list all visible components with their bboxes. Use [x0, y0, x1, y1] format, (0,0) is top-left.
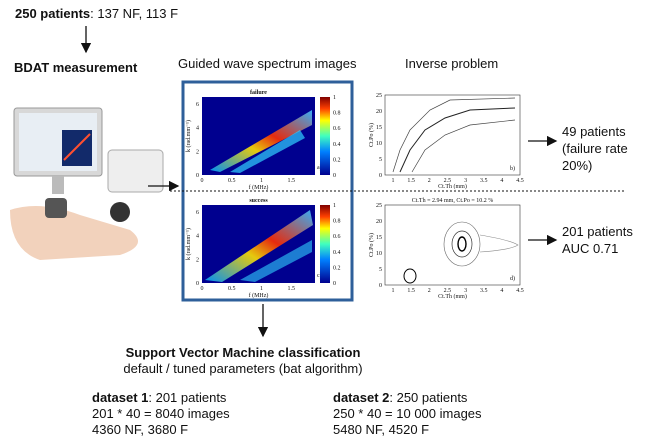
header: 250 patients: 137 NF, 113 F [15, 6, 178, 21]
inverse-plot [385, 95, 520, 175]
colorbar-tick-label: 0.8 [333, 111, 341, 117]
colorbar [320, 205, 330, 283]
x-tick-label: 1.5 [287, 286, 295, 292]
y-tick-label: 4 [196, 234, 199, 240]
dataset-count: : 250 patients [389, 390, 468, 405]
y-tick-label: 6 [196, 102, 199, 108]
colorbar-tick-label: 0.2 [333, 157, 341, 163]
x-tick-label: 1 [392, 288, 395, 294]
outcome: 201 patients [562, 224, 633, 239]
inverse-plot [385, 205, 520, 285]
colorbar-tick-label: 0.6 [333, 234, 341, 240]
y-tick-label: 20 [376, 219, 382, 225]
y-tick-label: 25 [376, 93, 382, 99]
dataset-line: 5480 NF, 4520 F [333, 422, 429, 437]
y-tick-label: 0 [196, 173, 199, 179]
svm-title: Support Vector Machine classification [126, 345, 361, 360]
x-tick-label: 2 [428, 288, 431, 294]
x-tick-label: 1.5 [287, 178, 295, 184]
photo [10, 108, 163, 260]
x-axis-label: Ct.Th (mm) [438, 293, 467, 300]
dataset-count: : 201 patients [148, 390, 227, 405]
outcome: 20%) [562, 158, 592, 173]
x-tick-label: 4.5 [516, 288, 524, 294]
x-tick-label: 1 [260, 178, 263, 184]
dataset-title: dataset 2: 250 patients [333, 390, 468, 405]
spectrum-plot [202, 205, 315, 283]
x-tick-label: 0.5 [228, 178, 236, 184]
x-tick-label: 4 [500, 178, 503, 184]
colorbar-tick-label: 0.8 [333, 219, 341, 225]
y-axis-label: Ct.Po (%) [368, 233, 375, 257]
y-tick-label: 2 [196, 149, 199, 155]
colorbar-tick-label: 1 [333, 95, 336, 101]
colorbar-tick-label: 1 [333, 203, 336, 209]
plot-label: b) [510, 165, 515, 172]
colorbar-tick-label: 0 [333, 281, 336, 287]
x-tick-label: 0.5 [228, 286, 236, 292]
y-tick-label: 15 [376, 125, 382, 131]
spectrum-title: Guided wave spectrum images [178, 56, 357, 71]
y-tick-label: 0 [379, 173, 382, 179]
dataset-name: dataset 1 [92, 390, 148, 405]
diagram: 250 patients: 137 NF, 113 F BDAT measure… [0, 0, 655, 441]
spectrum-plot [202, 97, 315, 175]
colorbar-tick-label: 0 [333, 173, 336, 179]
y-axis-label: k (rad.mm⁻¹) [185, 228, 192, 260]
y-tick-label: 6 [196, 210, 199, 216]
y-tick-label: 10 [376, 141, 382, 147]
inverse-title: Inverse problem [405, 56, 498, 71]
outcome: (failure rate [562, 141, 628, 156]
y-tick-label: 25 [376, 203, 382, 209]
y-tick-label: 15 [376, 235, 382, 241]
y-axis-label: Ct.Po (%) [368, 123, 375, 147]
dataset-title: dataset 1: 201 patients [92, 390, 227, 405]
colorbar-tick-label: 0.2 [333, 265, 341, 271]
y-tick-label: 0 [196, 281, 199, 287]
x-axis-label: f (MHz) [249, 184, 269, 191]
dataset-line: 201 * 40 = 8040 images [92, 406, 230, 421]
outcome: AUC 0.71 [562, 241, 618, 256]
y-tick-label: 4 [196, 126, 199, 132]
plot-title: failure [250, 90, 267, 96]
y-tick-label: 2 [196, 257, 199, 263]
x-axis-label: f (MHz) [249, 292, 269, 299]
x-tick-label: 3.5 [480, 288, 488, 294]
colorbar-tick-label: 0.4 [333, 250, 341, 256]
x-tick-label: 3.5 [480, 178, 488, 184]
dataset-line: 4360 NF, 3680 F [92, 422, 188, 437]
plot-label: d) [510, 275, 515, 282]
dataset-line: 250 * 40 = 10 000 images [333, 406, 482, 421]
x-tick-label: 1 [260, 286, 263, 292]
x-tick-label: 1.5 [407, 178, 415, 184]
x-tick-label: 1 [392, 178, 395, 184]
x-tick-label: 4 [500, 288, 503, 294]
x-tick-label: 0 [201, 178, 204, 184]
y-tick-label: 20 [376, 109, 382, 115]
dataset-name: dataset 2 [333, 390, 389, 405]
x-axis-label: Ct.Th (mm) [438, 183, 467, 190]
x-tick-label: 4.5 [516, 178, 524, 184]
svm-subtitle: default / tuned parameters (bat algorith… [123, 361, 362, 376]
y-tick-label: 5 [379, 157, 382, 163]
y-tick-label: 5 [379, 267, 382, 273]
annotation: Ct.Th = 2.94 mm, Ct.Po = 10.2 % [412, 198, 493, 204]
y-tick-label: 0 [379, 283, 382, 289]
x-tick-label: 2 [428, 178, 431, 184]
colorbar-tick-label: 0.6 [333, 126, 341, 132]
x-tick-label: 1.5 [407, 288, 415, 294]
x-tick-label: 0 [201, 286, 204, 292]
colorbar [320, 97, 330, 175]
y-tick-label: 10 [376, 251, 382, 257]
colorbar-tick-label: 0.4 [333, 142, 341, 148]
measurement: BDAT measurement [14, 60, 138, 75]
y-axis-label: k (rad.mm⁻¹) [185, 120, 192, 152]
outcome: 49 patients [562, 124, 626, 139]
plot-title: success [249, 198, 268, 204]
